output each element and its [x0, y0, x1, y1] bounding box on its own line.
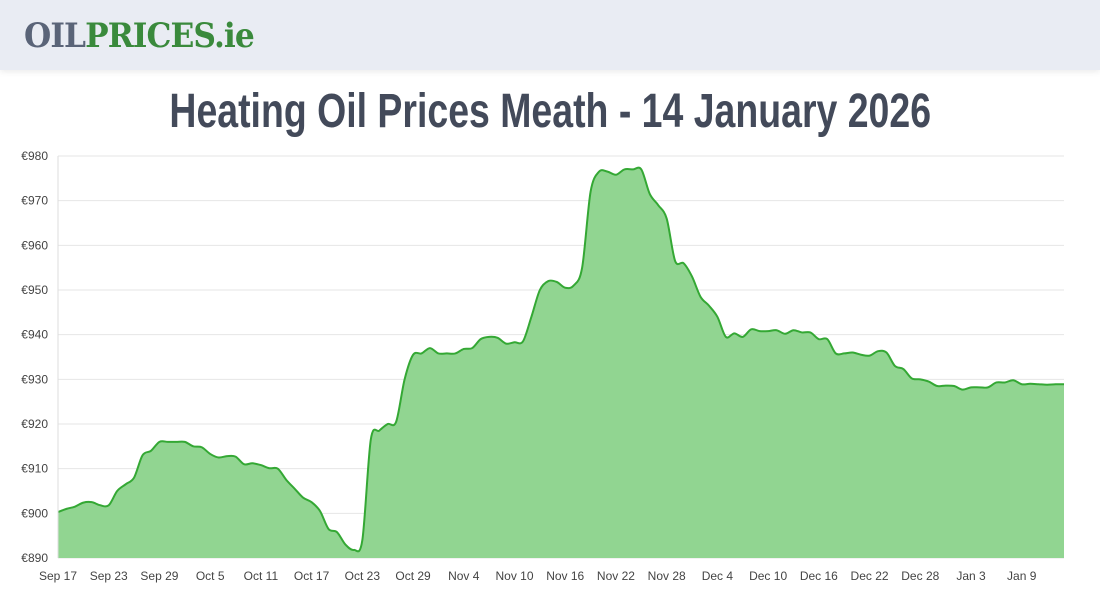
x-tick-label: Sep 17 — [39, 569, 77, 583]
site-logo[interactable]: OILPRICES.ie — [24, 16, 255, 56]
x-tick-label: Dec 10 — [749, 569, 787, 583]
x-tick-label: Jan 9 — [1007, 569, 1037, 583]
x-tick-label: Sep 23 — [90, 569, 128, 583]
x-tick-label: Nov 4 — [448, 569, 480, 583]
x-tick-label: Dec 16 — [800, 569, 838, 583]
y-tick-label: €940 — [21, 328, 48, 342]
x-tick-label: Jan 3 — [956, 569, 986, 583]
y-tick-label: €950 — [21, 283, 48, 297]
x-tick-label: Dec 28 — [901, 569, 939, 583]
logo-text-prices: PRICES.ie — [85, 16, 255, 56]
y-tick-label: €970 — [21, 194, 48, 208]
x-tick-label: Nov 22 — [597, 569, 635, 583]
x-tick-label: Dec 4 — [702, 569, 734, 583]
x-tick-label: Nov 10 — [495, 569, 533, 583]
y-tick-label: €920 — [21, 417, 48, 431]
x-tick-label: Oct 29 — [395, 569, 431, 583]
x-tick-label: Oct 11 — [244, 569, 279, 583]
x-tick-label: Nov 16 — [546, 569, 584, 583]
y-axis: €890 €900 €910 €920 €930 €940 €950 €960 €970 €980 — [21, 149, 48, 565]
page-title-wrap: Heating Oil Prices Meath - 14 January 20… — [0, 84, 1100, 139]
price-area — [58, 167, 1064, 559]
x-tick-label: Sep 29 — [140, 569, 178, 583]
y-tick-label: €930 — [21, 372, 48, 386]
x-axis: Sep 17 Sep 23 Sep 29 Oct 5 Oct 11 Oct 17 Oct 2… — [39, 569, 1037, 583]
y-tick-label: €910 — [21, 462, 48, 476]
x-tick-label: Oct 5 — [196, 569, 225, 583]
y-tick-label: €980 — [21, 149, 48, 163]
page-title: Heating Oil Prices Meath - 14 January 20… — [169, 85, 931, 138]
x-tick-label: Dec 22 — [851, 569, 889, 583]
logo-text-oil: OIL — [24, 16, 86, 56]
x-tick-label: Oct 17 — [294, 569, 330, 583]
y-tick-label: €890 — [21, 551, 48, 565]
y-tick-label: €960 — [21, 238, 48, 252]
y-tick-label: €900 — [21, 506, 48, 520]
price-line — [57, 166, 1065, 553]
x-tick-label: Oct 23 — [345, 569, 381, 583]
site-header: OILPRICES.ie — [0, 0, 1100, 70]
x-tick-label: Nov 28 — [648, 569, 686, 583]
